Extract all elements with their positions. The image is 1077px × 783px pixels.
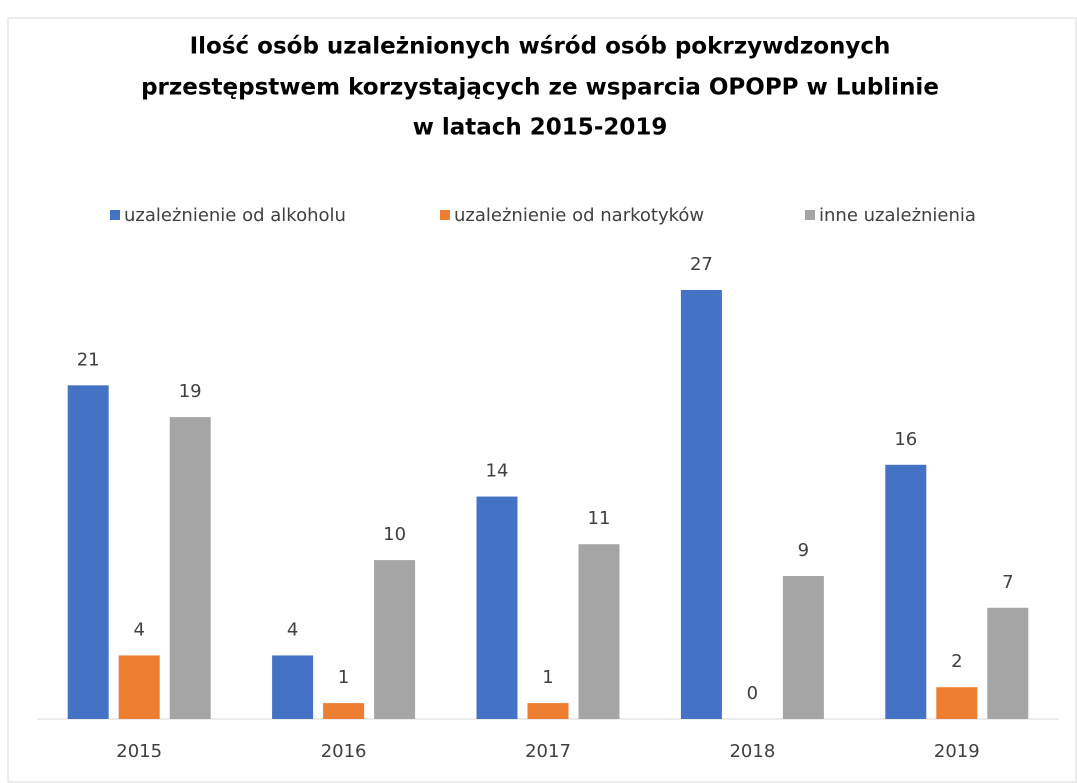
data-label: 9 — [798, 540, 809, 561]
data-label: 1 — [338, 667, 349, 688]
bar — [476, 496, 518, 719]
x-tick-label: 2019 — [934, 741, 980, 762]
data-label: 10 — [383, 524, 406, 545]
legend-swatch — [805, 210, 815, 220]
bar — [885, 464, 927, 719]
legend-label: inne uzależnienia — [819, 205, 976, 226]
data-label: 1 — [542, 667, 553, 688]
data-label: 2 — [951, 651, 962, 672]
data-label: 7 — [1002, 572, 1013, 593]
bar — [527, 703, 569, 719]
bar — [936, 687, 978, 719]
x-tick-label: 2018 — [729, 741, 775, 762]
data-label: 27 — [690, 254, 713, 275]
data-label: 16 — [894, 429, 917, 450]
x-tick-label: 2017 — [525, 741, 571, 762]
bar — [272, 655, 314, 719]
legend-label: uzależnienie od narkotyków — [454, 205, 704, 226]
bar — [680, 290, 722, 719]
chart-title: przestępstwem korzystających ze wsparcia… — [141, 75, 939, 101]
data-label: 11 — [588, 508, 611, 529]
legend-swatch — [440, 210, 450, 220]
legend-label: uzależnienie od alkoholu — [124, 205, 346, 226]
bar — [782, 576, 824, 719]
data-label: 21 — [77, 349, 100, 370]
chart-title: Ilość osób uzależnionych wśród osób pokr… — [190, 34, 891, 60]
chart-title: w latach 2015-2019 — [413, 115, 668, 141]
bar — [374, 560, 416, 719]
data-label: 0 — [747, 683, 758, 704]
bar — [323, 703, 365, 719]
bar — [169, 417, 211, 719]
bar — [67, 385, 109, 719]
bar — [578, 544, 620, 719]
data-label: 4 — [133, 619, 144, 640]
data-label: 4 — [287, 619, 298, 640]
data-label: 14 — [486, 461, 509, 482]
bar — [118, 655, 160, 719]
legend-swatch — [110, 210, 120, 220]
x-tick-label: 2016 — [321, 741, 367, 762]
data-label: 19 — [179, 381, 202, 402]
bar — [987, 607, 1029, 719]
x-tick-label: 2015 — [116, 741, 162, 762]
